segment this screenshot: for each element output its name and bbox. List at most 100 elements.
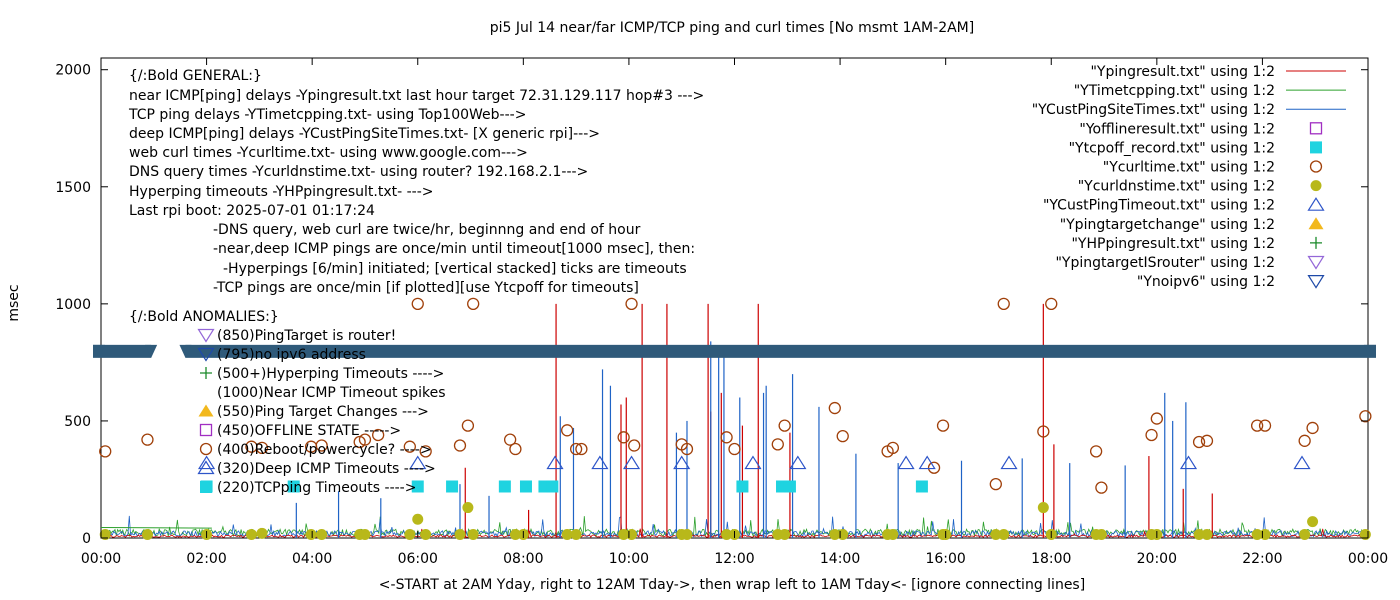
data-point bbox=[936, 419, 950, 432]
legend-label: "Ycurldnstime.txt" using 1:2 bbox=[1078, 179, 1275, 195]
data-point bbox=[897, 455, 915, 470]
data-point bbox=[927, 461, 941, 474]
data-point bbox=[771, 438, 784, 451]
legend-marker bbox=[1307, 197, 1325, 211]
anomaly-marker bbox=[199, 442, 213, 456]
data-point bbox=[561, 528, 573, 540]
data-point bbox=[570, 528, 582, 540]
data-point bbox=[1150, 412, 1163, 425]
data-point bbox=[198, 455, 216, 470]
legend-label: "Ycurltime.txt" using 1:2 bbox=[1103, 160, 1275, 176]
anomaly-marker bbox=[197, 328, 215, 343]
annotation-line: -Hyperpings [6/min] initiated; [vertical… bbox=[223, 261, 687, 277]
data-point bbox=[1000, 455, 1018, 470]
legend-marker bbox=[1308, 217, 1324, 230]
legend-label: "YCustPingSiteTimes.txt" using 1:2 bbox=[1032, 102, 1275, 118]
annotation-block: {/:Bold GENERAL:} near ICMP[ping] delays … bbox=[128, 68, 704, 325]
x-tick-label: 00:00 bbox=[81, 551, 121, 567]
data-point bbox=[886, 441, 900, 455]
band-edge bbox=[1364, 344, 1376, 358]
data-point bbox=[1037, 502, 1049, 514]
data-point bbox=[141, 433, 154, 446]
data-point bbox=[419, 445, 432, 458]
anomaly-label: (320)Deep ICMP Timeouts ----> bbox=[217, 461, 436, 477]
y-tick-label: 2000 bbox=[55, 63, 91, 79]
anomaly-label: (550)Ping Target Changes ---> bbox=[217, 404, 429, 420]
anomaly-marker bbox=[197, 460, 215, 475]
x-tick-label: 12:00 bbox=[714, 551, 754, 567]
legend-marker bbox=[1307, 275, 1325, 289]
annotation-line: web curl times -Ycurltime.txt- using www… bbox=[129, 145, 528, 161]
legend-marker bbox=[1309, 160, 1323, 173]
data-point bbox=[998, 528, 1010, 540]
data-point bbox=[918, 455, 936, 470]
data-point bbox=[461, 419, 475, 432]
data-point bbox=[783, 480, 796, 493]
data-point bbox=[412, 513, 424, 525]
tcp-connector bbox=[100, 526, 212, 529]
legend-label: "Ynoipv6" using 1:2 bbox=[1137, 274, 1275, 290]
data-point bbox=[353, 435, 366, 449]
data-point bbox=[256, 527, 268, 539]
data-point bbox=[622, 455, 641, 470]
x-tick-label: 20:00 bbox=[1137, 551, 1177, 567]
data-point bbox=[1307, 516, 1319, 528]
data-point bbox=[462, 502, 474, 514]
data-point bbox=[359, 528, 371, 540]
data-point bbox=[509, 442, 522, 456]
data-point bbox=[1095, 481, 1108, 494]
legend-marker bbox=[1309, 122, 1323, 135]
data-point bbox=[546, 455, 564, 470]
data-point bbox=[561, 424, 574, 437]
anomaly-legend: (850)PingTarget is router! (795)no ipv6 a… bbox=[197, 328, 446, 496]
data-point bbox=[404, 528, 416, 540]
data-point bbox=[99, 528, 111, 540]
annotation-line: -TCP pings are once/min [if plotted][use… bbox=[213, 280, 639, 296]
annotation-line: DNS query times -Ycurldnstime.txt- using… bbox=[129, 164, 588, 180]
data-point bbox=[420, 528, 432, 540]
legend-marker bbox=[1310, 180, 1322, 192]
data-point bbox=[736, 480, 749, 493]
data-point bbox=[744, 455, 762, 470]
data-point bbox=[915, 480, 928, 493]
legend-label: "Yofflineresult.txt" using 1:2 bbox=[1079, 121, 1275, 137]
anomaly-label: (500+)Hyperping Timeouts ----> bbox=[217, 366, 444, 382]
annotation-line: TCP ping delays -YTimetcpping.txt- using… bbox=[128, 107, 526, 123]
data-point bbox=[498, 480, 511, 493]
data-point bbox=[673, 455, 691, 470]
data-point bbox=[305, 528, 317, 540]
data-point bbox=[1179, 455, 1198, 470]
data-point bbox=[519, 480, 532, 493]
data-point bbox=[575, 442, 588, 456]
annotation-line: near ICMP[ping] delays -Ypingresult.txt … bbox=[129, 88, 704, 104]
data-point bbox=[617, 431, 630, 444]
annotation-line: deep ICMP[ping] delays -YCustPingSiteTim… bbox=[129, 126, 600, 142]
legend: "Ypingresult.txt" using 1:2 "YTimetcpping… bbox=[1032, 64, 1346, 290]
annotation-line: {/:Bold ANOMALIES:} bbox=[129, 309, 279, 325]
x-axis-label: <-START at 2AM Yday, right to 12AM Tday-… bbox=[379, 577, 1085, 593]
data-point bbox=[503, 433, 517, 446]
legend-label: "Ypingresult.txt" using 1:2 bbox=[1090, 64, 1275, 80]
data-point bbox=[721, 528, 733, 540]
annotation-line: Last rpi boot: 2025-07-01 01:17:24 bbox=[129, 203, 375, 219]
data-point bbox=[789, 455, 807, 470]
data-point bbox=[1201, 528, 1213, 540]
x-tick-label: 00:00 bbox=[1348, 551, 1388, 567]
anomaly-marker bbox=[199, 423, 213, 437]
data-point bbox=[728, 442, 741, 456]
data-point bbox=[1095, 528, 1107, 540]
data-point bbox=[1089, 445, 1103, 458]
data-point bbox=[591, 455, 609, 470]
legend-label: "YCustPingTimeout.txt" using 1:2 bbox=[1043, 198, 1275, 214]
data-point bbox=[454, 528, 466, 540]
data-point bbox=[245, 528, 257, 540]
markers bbox=[99, 297, 1372, 540]
noipv6-band bbox=[93, 343, 1376, 360]
data-point bbox=[287, 480, 300, 493]
legend-label: "YpingtargetISrouter" using 1:2 bbox=[1055, 255, 1275, 271]
data-point bbox=[828, 401, 841, 415]
data-point bbox=[997, 297, 1010, 311]
data-point bbox=[837, 528, 849, 540]
data-point bbox=[1200, 434, 1214, 447]
